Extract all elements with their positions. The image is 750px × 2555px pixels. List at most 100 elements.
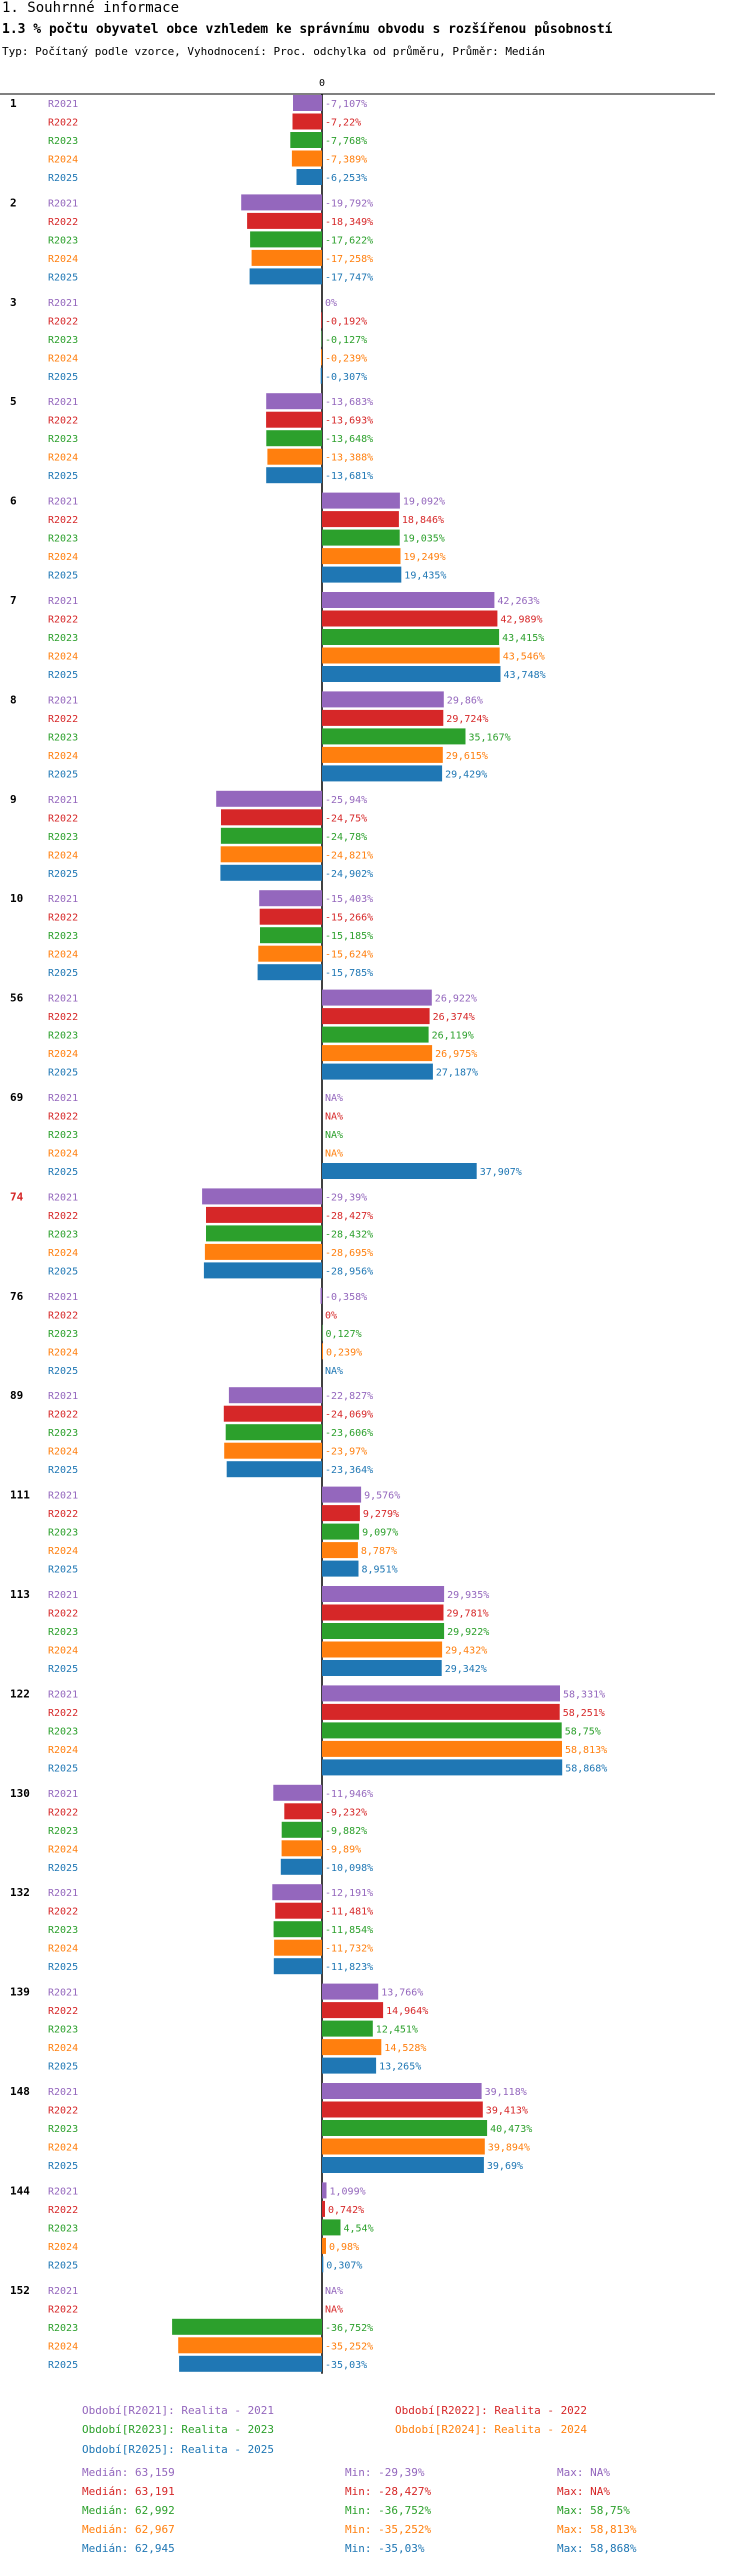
data-label: 19,035% bbox=[403, 534, 445, 545]
series-tick-label: R2024 bbox=[48, 2242, 78, 2253]
series-tick-label: R2022 bbox=[48, 1708, 78, 1719]
bar bbox=[178, 2337, 322, 2354]
bar bbox=[322, 1703, 560, 1720]
data-label: 58,868% bbox=[565, 1763, 607, 1774]
bar bbox=[322, 1505, 360, 1522]
stat-median: Medián: 62,945 bbox=[82, 2542, 175, 2555]
series-tick-label: R2025 bbox=[48, 173, 78, 184]
series-tick-label: R2021 bbox=[48, 894, 78, 905]
series-tick-label: R2021 bbox=[48, 695, 78, 706]
bar bbox=[266, 393, 322, 410]
data-label: -13,681% bbox=[325, 471, 373, 482]
series-tick-label: R2021 bbox=[48, 1093, 78, 1104]
bar bbox=[322, 1560, 359, 1577]
stat-min: Min: -35,03% bbox=[345, 2542, 425, 2555]
bar bbox=[322, 989, 432, 1006]
data-label: -11,481% bbox=[325, 1907, 373, 1918]
data-label: -0,307% bbox=[325, 372, 367, 383]
series-tick-label: R2023 bbox=[48, 1826, 78, 1837]
bar bbox=[321, 330, 322, 347]
data-label: -13,388% bbox=[325, 453, 373, 464]
data-label: -7,768% bbox=[325, 136, 367, 147]
bar bbox=[172, 2318, 322, 2335]
series-tick-label: R2024 bbox=[48, 1049, 78, 1060]
series-tick-label: R2025 bbox=[48, 471, 78, 482]
group-label: 69 bbox=[10, 1091, 23, 1104]
bar bbox=[322, 691, 444, 708]
data-label: 43,748% bbox=[504, 670, 546, 681]
group-label: 148 bbox=[10, 2085, 30, 2098]
data-label: 9,576% bbox=[364, 1491, 400, 1502]
bar bbox=[241, 194, 322, 211]
series-tick-label: R2021 bbox=[48, 994, 78, 1005]
bar bbox=[296, 169, 322, 185]
data-label: 43,546% bbox=[503, 652, 545, 663]
series-tick-label: R2023 bbox=[48, 1726, 78, 1737]
data-label: 8,787% bbox=[361, 1546, 397, 1557]
series-tick-label: R2022 bbox=[48, 118, 78, 129]
bar bbox=[322, 1983, 379, 2000]
data-label: 18,846% bbox=[402, 515, 444, 526]
data-label: 29,781% bbox=[447, 1609, 489, 1620]
bar bbox=[322, 1586, 445, 1602]
data-label: 26,922% bbox=[435, 994, 477, 1005]
data-label: -18,349% bbox=[325, 217, 373, 228]
group-label: 2 bbox=[10, 196, 17, 209]
data-label: 0% bbox=[325, 1310, 337, 1321]
series-tick-label: R2022 bbox=[48, 416, 78, 427]
data-label: -25,94% bbox=[325, 795, 367, 806]
data-label: 29,429% bbox=[445, 769, 487, 780]
series-tick-label: R2021 bbox=[48, 397, 78, 408]
data-label: -17,258% bbox=[325, 254, 373, 265]
series-tick-label: R2025 bbox=[48, 1565, 78, 1576]
data-label: -23,97% bbox=[325, 1447, 367, 1458]
bar bbox=[322, 548, 401, 565]
bar bbox=[322, 2256, 324, 2273]
data-label: 0,239% bbox=[326, 1347, 362, 1358]
data-label: -23,606% bbox=[325, 1428, 373, 1439]
series-tick-label: R2025 bbox=[48, 670, 78, 681]
data-label: 43,415% bbox=[502, 633, 544, 644]
bar bbox=[258, 945, 322, 962]
data-label: -28,432% bbox=[325, 1229, 373, 1240]
data-label: -0,358% bbox=[325, 1292, 367, 1303]
legend-item: Období[R2022]: Realita - 2022 bbox=[395, 2404, 588, 2417]
data-label: 29,342% bbox=[445, 1664, 487, 1675]
bar bbox=[322, 1722, 562, 1739]
bar bbox=[322, 1740, 562, 1757]
data-label: 0,307% bbox=[326, 2260, 362, 2271]
series-tick-label: R2023 bbox=[48, 1229, 78, 1240]
bar bbox=[292, 113, 322, 130]
group-label: 113 bbox=[10, 1588, 30, 1601]
bar bbox=[220, 827, 322, 844]
data-label: 0% bbox=[325, 298, 337, 309]
bar bbox=[266, 430, 322, 447]
data-label: NA% bbox=[325, 2286, 343, 2297]
group-label: 7 bbox=[10, 594, 17, 607]
bar bbox=[322, 709, 444, 726]
series-tick-label: R2023 bbox=[48, 2124, 78, 2135]
bar bbox=[274, 1939, 322, 1956]
bar bbox=[322, 1623, 445, 1639]
series-tick-label: R2024 bbox=[48, 353, 78, 364]
data-label: 19,092% bbox=[403, 497, 445, 508]
bar bbox=[221, 809, 322, 826]
series-tick-label: R2025 bbox=[48, 1664, 78, 1675]
series-tick-label: R2025 bbox=[48, 372, 78, 383]
data-label: -23,364% bbox=[325, 1465, 373, 1476]
series-tick-label: R2023 bbox=[48, 1925, 78, 1936]
data-label: -6,253% bbox=[325, 173, 367, 184]
series-tick-label: R2022 bbox=[48, 1012, 78, 1023]
bar bbox=[322, 2120, 488, 2136]
series-tick-label: R2021 bbox=[48, 2087, 78, 2098]
series-tick-label: R2021 bbox=[48, 596, 78, 607]
data-label: -15,403% bbox=[325, 894, 373, 905]
bar bbox=[322, 666, 501, 682]
series-tick-label: R2024 bbox=[48, 552, 78, 563]
group-label: 122 bbox=[10, 1687, 30, 1700]
group-label: 144 bbox=[10, 2184, 30, 2197]
group-label: 74 bbox=[10, 1190, 24, 1203]
data-label: -0,239% bbox=[325, 353, 367, 364]
data-label: -11,823% bbox=[325, 1962, 373, 1973]
data-label: -24,902% bbox=[325, 869, 373, 880]
